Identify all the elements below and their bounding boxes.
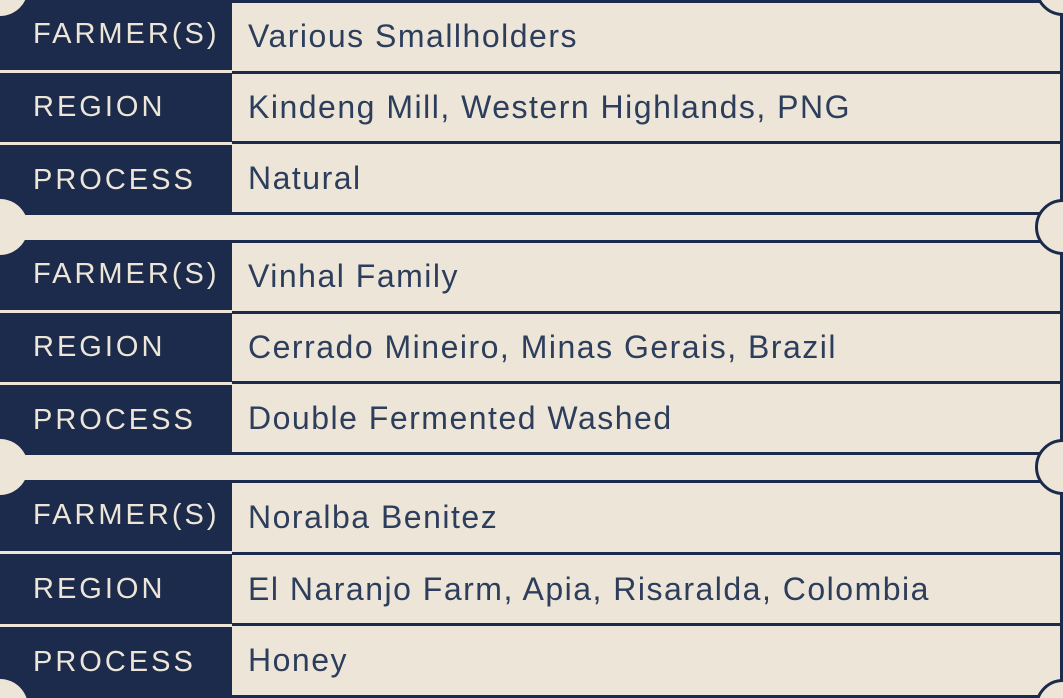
region-value: Cerrado Mineiro, Minas Gerais, Brazil: [232, 310, 1060, 382]
region-label: REGION: [0, 69, 232, 143]
value-column: Vinhal Family Cerrado Mineiro, Minas Ger…: [232, 240, 1063, 455]
region-value: El Naranjo Farm, Apia, Risaralda, Colomb…: [232, 551, 1060, 624]
process-value: Honey: [232, 623, 1060, 695]
process-label: PROCESS: [0, 624, 232, 698]
farmers-label: FARMER(S): [33, 498, 220, 531]
farmers-label: FARMER(S): [33, 258, 220, 291]
farmers-value: Vinhal Family: [248, 258, 459, 295]
farmers-value: Various Smallholders: [248, 18, 578, 55]
farmers-label: FARMER(S): [33, 18, 220, 51]
region-value: Kindeng Mill, Western Highlands, PNG: [232, 70, 1060, 142]
coffee-card: FARMER(S) REGION PROCESS Various Smallho…: [0, 0, 1063, 215]
process-label: PROCESS: [0, 142, 232, 215]
region-label: REGION: [0, 550, 232, 625]
farmers-value: Noralba Benitez: [248, 498, 499, 535]
process-label: PROCESS: [0, 382, 232, 455]
label-column: FARMER(S) REGION PROCESS: [0, 240, 232, 455]
value-column: Noralba Benitez El Naranjo Farm, Apia, R…: [232, 480, 1063, 698]
process-value: Double Fermented Washed: [232, 381, 1060, 452]
label-column: FARMER(S) REGION PROCESS: [0, 480, 232, 698]
coffee-card: FARMER(S) REGION PROCESS Noralba Benitez…: [0, 480, 1063, 698]
region-label: REGION: [0, 309, 232, 383]
label-column: FARMER(S) REGION PROCESS: [0, 0, 232, 215]
process-value: Natural: [232, 141, 1060, 212]
coffee-card: FARMER(S) REGION PROCESS Vinhal Family C…: [0, 240, 1063, 455]
value-column: Various Smallholders Kindeng Mill, Weste…: [232, 0, 1063, 215]
